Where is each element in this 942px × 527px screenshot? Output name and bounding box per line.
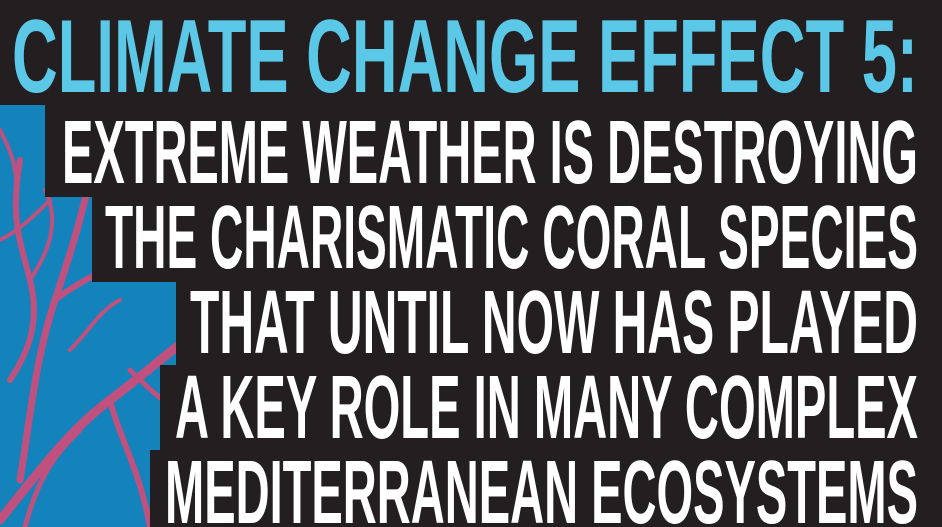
page: CLIMATE CHANGE EFFECT 5: EXTREME WEATHER… bbox=[0, 0, 942, 527]
title: CLIMATE CHANGE EFFECT 5: bbox=[12, 0, 918, 115]
poster: CLIMATE CHANGE EFFECT 5: EXTREME WEATHER… bbox=[0, 0, 942, 527]
body-line: MEDITERRANEAN ECOSYSTEMS bbox=[165, 443, 918, 527]
